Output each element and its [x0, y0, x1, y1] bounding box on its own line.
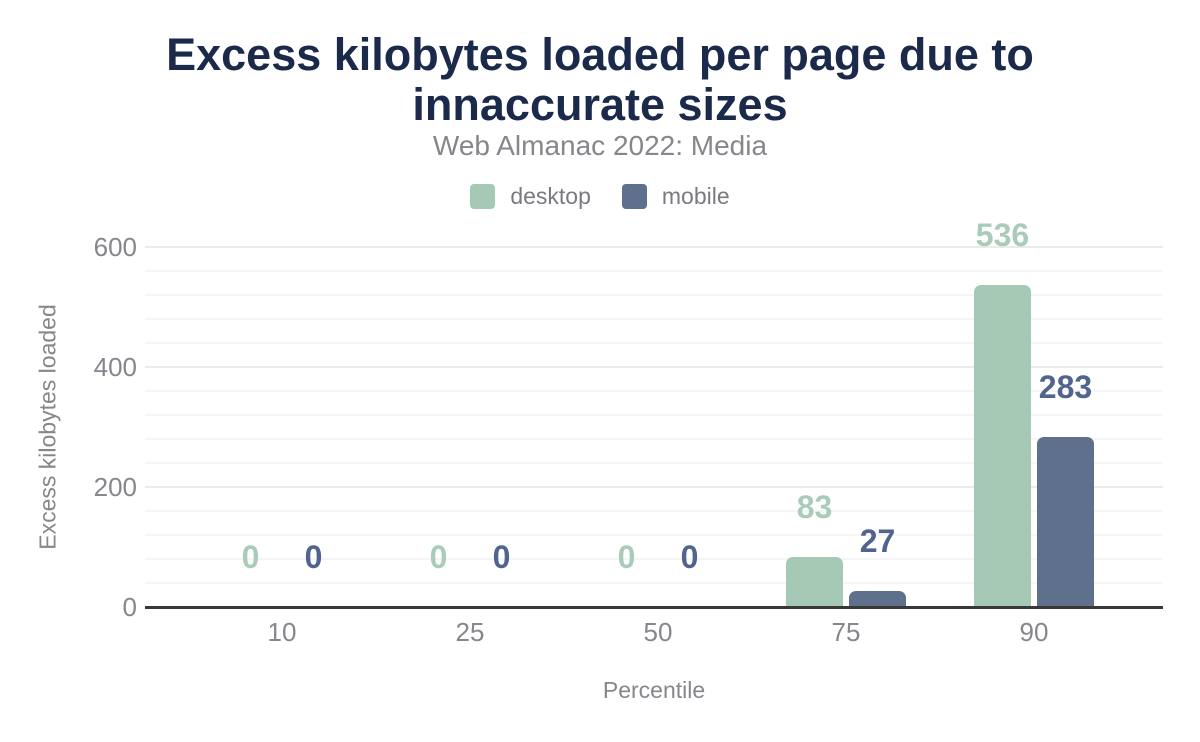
minor-gridline-280	[145, 438, 1163, 440]
mobile-value-label-p90: 283	[1038, 369, 1093, 405]
x-tick-90: 90	[1019, 617, 1049, 647]
x-tick-50: 50	[643, 617, 673, 647]
y-tick-600: 600	[93, 232, 137, 262]
minor-gridline-480	[145, 318, 1163, 320]
major-gridline-600	[145, 246, 1163, 248]
minor-gridline-240	[145, 462, 1163, 464]
desktop-value-label-p50: 0	[617, 539, 636, 575]
legend-label-desktop: desktop	[510, 183, 591, 209]
x-tick-25: 25	[455, 617, 485, 647]
major-gridline-400	[145, 366, 1163, 368]
bar-groups: 0 0 0 0 0 0 83 27 536 283	[145, 218, 1163, 607]
mobile-value-label-p10: 0	[304, 539, 323, 575]
chart-subtitle: Web Almanac 2022: Media	[432, 130, 768, 161]
minor-gridline-40	[145, 582, 1163, 584]
legend: desktop mobile	[0, 183, 1200, 210]
x-tick-10: 10	[267, 617, 297, 647]
minor-gridline-560	[145, 270, 1163, 272]
desktop-value-label-p90: 536	[975, 217, 1030, 253]
mobile-value-label-p25: 0	[492, 539, 511, 575]
minor-gridline-320	[145, 414, 1163, 416]
y-axis-title: Excess kilobytes loaded	[34, 304, 61, 550]
x-axis-title: Percentile	[602, 677, 706, 703]
minor-gridline-520	[145, 294, 1163, 296]
x-axis-line	[145, 606, 1163, 609]
mobile-bar-p75	[849, 591, 906, 607]
major-gridline-200	[145, 486, 1163, 488]
desktop-bar-p90	[974, 285, 1031, 607]
mobile-value-label-p75: 27	[859, 523, 896, 559]
bar-group-p90: 536 283	[940, 218, 1128, 607]
x-tick-75: 75	[831, 617, 861, 647]
mobile-bar-p90	[1037, 437, 1094, 607]
chart-title: Excess kilobytes loaded per page due to …	[166, 29, 1034, 130]
minor-gridline-80	[145, 558, 1163, 560]
desktop-value-label-p25: 0	[429, 539, 448, 575]
legend-item-desktop: desktop	[470, 183, 591, 210]
y-tick-200: 200	[93, 472, 137, 502]
desktop-value-label-p10: 0	[241, 539, 260, 575]
x-axis-tick-labels: 10 25 50 75 90	[145, 617, 1163, 647]
legend-label-mobile: mobile	[661, 183, 730, 209]
mobile-value-label-p50: 0	[680, 539, 699, 575]
desktop-value-label-p75: 83	[796, 489, 833, 525]
desktop-bar-p75	[786, 557, 843, 607]
legend-item-mobile: mobile	[621, 183, 730, 210]
minor-gridline-120	[145, 534, 1163, 536]
y-tick-400: 400	[93, 352, 137, 382]
plot-area: 0 0 0 0 0 0 83 27 536 283	[145, 218, 1163, 609]
desktop-swatch-icon	[470, 184, 496, 209]
bar-group-p75: 83 27	[752, 247, 940, 607]
minor-gridline-160	[145, 510, 1163, 512]
minor-gridline-360	[145, 390, 1163, 392]
minor-gridline-440	[145, 342, 1163, 344]
y-tick-0: 0	[122, 592, 137, 622]
mobile-swatch-icon	[621, 184, 647, 209]
